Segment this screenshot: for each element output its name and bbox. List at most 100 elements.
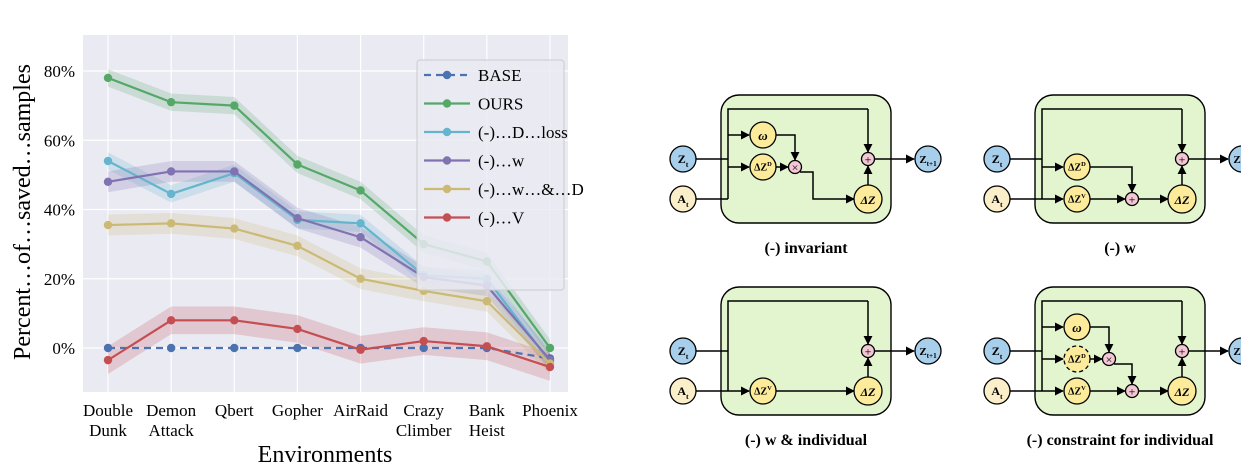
omega-label: ω: [758, 128, 767, 143]
data-point: [293, 241, 302, 251]
data-point: [230, 167, 239, 176]
x-tick-label: Climber: [396, 421, 452, 440]
data-point: [356, 233, 365, 242]
confidence-band: [108, 212, 550, 374]
data-point: [356, 186, 365, 195]
data-point: [230, 224, 239, 233]
data-point: [293, 160, 302, 169]
data-point: [166, 343, 176, 353]
plus-operator-symbol: +: [1129, 385, 1136, 399]
diagram-panel-1: Zt At Zt+1 + ω ΔZD × ΔZ (-) invariant: [669, 94, 942, 257]
output-node: [914, 145, 942, 173]
series-line: [108, 346, 551, 360]
y-tick-label: 60%: [44, 131, 75, 150]
data-point: [166, 219, 176, 228]
plus-operator-symbol: +: [865, 153, 872, 167]
data-point: [482, 297, 492, 306]
delta-z-node: [853, 184, 883, 214]
delta-z-node: [1167, 376, 1197, 406]
legend-marker: [442, 213, 452, 222]
connector-arrow: [1090, 326, 1114, 353]
diagram-caption: (-) constraint for individual: [1027, 432, 1214, 449]
legend-box: [416, 59, 565, 291]
x-tick-label: Phoenix: [522, 401, 578, 420]
input-a-label: At: [677, 384, 689, 401]
plus-operator-symbol: +: [1179, 345, 1186, 359]
x-tick-label: AirRaid: [333, 401, 388, 420]
delta-z-node: [1167, 184, 1197, 214]
data-point: [293, 324, 302, 334]
x-tick-label: Dunk: [89, 421, 127, 440]
data-point: [293, 213, 302, 223]
input-a-label: At: [991, 192, 1003, 209]
plus-operator-symbol: +: [1179, 153, 1186, 167]
y-tick-label: 20%: [44, 270, 75, 289]
data-point: [419, 343, 428, 353]
legend-label: (-)…V: [478, 209, 525, 228]
y-axis-label: Percent…of…saved…samples: [10, 64, 36, 360]
delta-z-v-label: ΔZV: [1068, 193, 1086, 206]
delta-z-label: ΔZ: [860, 193, 877, 207]
diagram-caption: (-) w: [1104, 240, 1136, 257]
delta-z-label: ΔZ: [1174, 193, 1191, 207]
data-point: [166, 316, 176, 325]
data-point: [419, 336, 428, 346]
data-point: [103, 73, 113, 83]
legend-marker: [442, 184, 452, 194]
output-label: Zt+1: [919, 154, 937, 168]
diagram-panel-3: Zt At Zt+1 + ΔZV ΔZ (-) w & individual: [669, 286, 942, 449]
diagram-caption: (-) w & individual: [745, 432, 868, 449]
data-point: [230, 101, 239, 110]
delta-z-d-label: ΔZD: [1068, 161, 1086, 174]
input-z-label: Zt: [992, 152, 1003, 169]
data-point: [356, 345, 365, 354]
confidence-band: [108, 161, 550, 371]
delta-z-label: ΔZ: [860, 385, 877, 399]
legend-label: (-)…D…loss: [478, 123, 568, 142]
delta-z-v-label: ΔZV: [754, 385, 772, 398]
data-point: [103, 343, 113, 353]
output-node: [914, 337, 942, 365]
plus-operator-symbol: +: [1129, 193, 1136, 207]
delta-z-d-label: ΔZD: [754, 161, 772, 174]
legend-marker: [442, 70, 452, 80]
connector-line: [727, 300, 868, 351]
data-point: [230, 316, 239, 325]
legend-label: BASE: [478, 66, 521, 85]
data-point: [103, 355, 113, 365]
legend-label: (-)…w: [478, 152, 525, 171]
y-tick-label: 80%: [44, 62, 75, 81]
connector-line: [1041, 108, 1182, 159]
data-point: [103, 220, 113, 230]
connector-arrow: [1114, 363, 1137, 385]
legend-label: OURS: [478, 95, 523, 114]
plus-operator: [1124, 191, 1140, 207]
plus-operator-symbol: +: [865, 345, 872, 359]
data-point: [545, 343, 555, 353]
confidence-band: [108, 69, 550, 357]
diagram-caption: (-) invariant: [764, 240, 848, 257]
data-point: [356, 274, 365, 283]
connector-arrow: [1090, 166, 1137, 193]
input-z-label: Zt: [992, 344, 1003, 361]
y-tick-label: 40%: [44, 201, 75, 220]
input-a-label: At: [991, 384, 1003, 401]
x-tick-label: Heist: [469, 421, 505, 440]
times-operator: [787, 159, 803, 175]
x-tick-label: Double: [83, 401, 133, 420]
legend-marker: [442, 156, 452, 165]
legend-marker: [442, 99, 452, 108]
output-node: [1228, 337, 1241, 365]
times-operator-symbol: ×: [1106, 353, 1113, 367]
times-operator-symbol: ×: [792, 161, 799, 175]
data-point: [230, 343, 239, 353]
input-a-label: At: [677, 192, 689, 209]
data-point: [166, 189, 176, 199]
series-line: [107, 222, 551, 365]
data-point: [103, 156, 113, 166]
x-tick-label: Demon: [146, 401, 197, 420]
connector-arrow: [776, 134, 800, 161]
